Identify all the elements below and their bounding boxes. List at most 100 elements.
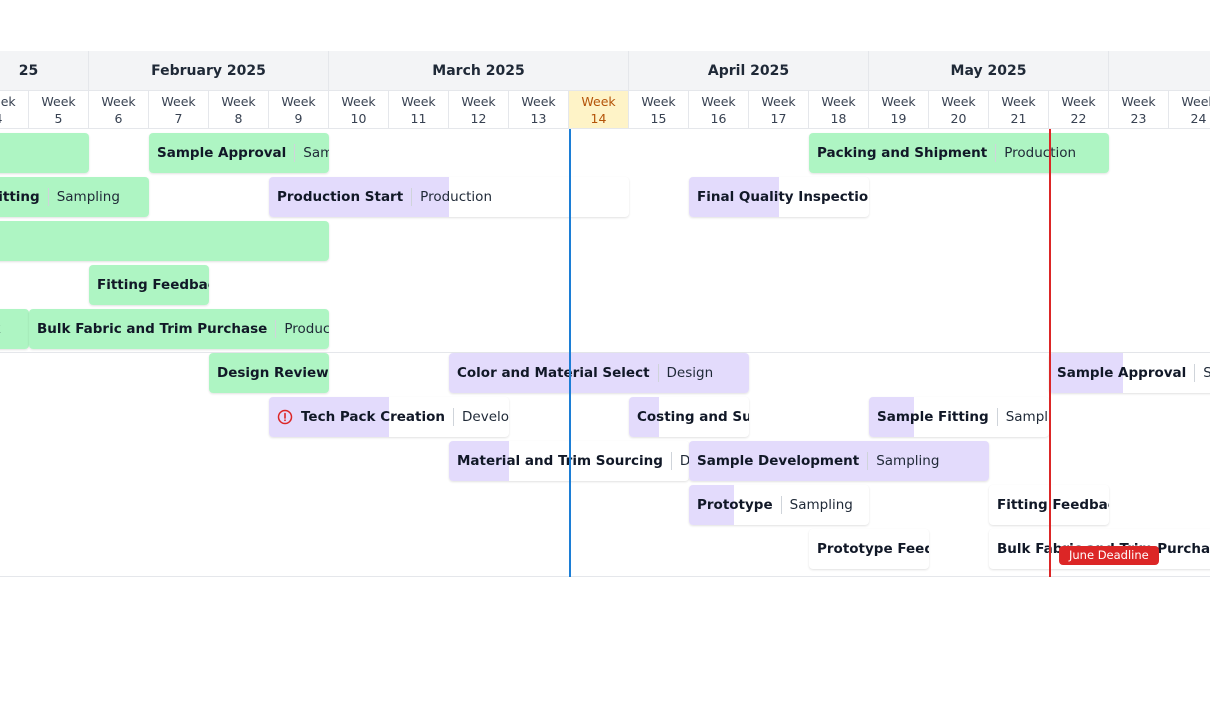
task-progress-fill: [689, 177, 779, 217]
week-header-number: 24: [1190, 110, 1207, 126]
week-header-number: 5: [54, 110, 63, 126]
week-header-number: 12: [470, 110, 487, 126]
week-header: Week24: [1169, 91, 1210, 129]
week-header: Week 10: [329, 91, 389, 129]
task-bar[interactable]: Final Quality InspectionProduction: [689, 177, 869, 217]
week-header-row: Week4Week5Week6Week7Week8Week9Week10Week…: [0, 91, 1210, 129]
task-bar[interactable]: Bulk Fabric and Trim Purchase Production: [29, 309, 329, 349]
task-progress-fill: [149, 133, 329, 173]
task-bar[interactable]: Tech Pack Creation Development: [269, 397, 509, 437]
week-header: Week 7: [149, 91, 209, 129]
lane-separator: [0, 352, 1210, 353]
week-header: Week 6: [89, 91, 149, 129]
task-title: Color and Material Select: [457, 365, 650, 381]
week-header-label: Week: [521, 93, 556, 109]
week-header: Week 8: [209, 91, 269, 129]
week-header-label: Week: [1001, 93, 1036, 109]
week-header-label: Week: [341, 93, 376, 109]
week-header-label: Week: [41, 93, 76, 109]
task-bar[interactable]: Design Review and: [209, 353, 329, 393]
week-header-label: Week: [281, 93, 316, 109]
task-title: Final Quality Inspection: [697, 189, 869, 205]
task-bar[interactable]: Sample Approval Sampling: [1049, 353, 1210, 393]
week-header-number: 17: [770, 110, 787, 126]
week-header-number: 23: [1130, 110, 1147, 126]
task-title: Design Review and: [217, 365, 329, 381]
week-header-label: Week: [461, 93, 496, 109]
week-header-number: 19: [890, 110, 907, 126]
week-header-number: 6: [114, 110, 123, 126]
task-progress-fill: [689, 441, 989, 481]
task-bar[interactable]: Sample Fitting Sampling: [869, 397, 1049, 437]
task-bar[interactable]: Sample Fitting Sampling: [0, 177, 149, 217]
task-bar[interactable]: Sample Approval Sampling: [149, 133, 329, 173]
task-bar[interactable]: Costing and Supplier: [629, 397, 749, 437]
task-category: Sampling: [780, 496, 853, 514]
month-header: [1109, 51, 1210, 91]
week-header: Week 5: [29, 91, 89, 129]
week-header: Week 13: [509, 91, 569, 129]
task-bar[interactable]: Fitting Feedback: [89, 265, 209, 305]
week-header-number: 10: [350, 110, 367, 126]
week-header-label: Week: [101, 93, 136, 109]
task-bar[interactable]: [0, 133, 89, 173]
week-header-number: 7: [174, 110, 183, 126]
task-title: Costing and Supplier: [637, 409, 749, 425]
task-progress-fill: [1049, 353, 1123, 393]
month-header: May 2025: [869, 51, 1109, 91]
task-progress-fill: [89, 265, 209, 305]
week-header-label: Week: [401, 93, 436, 109]
task-progress-fill: [29, 309, 329, 349]
week-header-number: 9: [294, 110, 303, 126]
week-header-label: Week: [0, 93, 16, 109]
week-header-number: 4: [0, 110, 2, 127]
week-header: Week 19: [869, 91, 929, 129]
week-header: Week 15: [629, 91, 689, 129]
week-header-label: Week: [161, 93, 196, 109]
month-header: February 2025: [89, 51, 329, 91]
task-category: Sampling: [1194, 364, 1210, 382]
task-bar[interactable]: Prototype Sampling: [689, 485, 869, 525]
task-progress-fill: [869, 397, 914, 437]
week-header-label: Week: [941, 93, 976, 109]
lane-separator: [0, 576, 1210, 577]
task-bar[interactable]: Prototype Feedback: [809, 529, 929, 569]
week-header: Week 12: [449, 91, 509, 129]
week-header-label: Week: [641, 93, 676, 109]
task-bar[interactable]: Sampling: [0, 221, 329, 261]
task-title: Bulk Fabric and Trim Purchase: [37, 321, 268, 337]
task-category: Design: [657, 364, 713, 382]
month-header-row: 25 February 2025 March 2025 April 2025 May 2…: [0, 51, 1210, 91]
task-category: Production: [411, 188, 492, 206]
task-title: Prototype Feedback: [817, 541, 929, 557]
task-title: Sample Development: [697, 453, 860, 469]
week-header-number: 20: [950, 110, 967, 126]
task-category: Sampling: [867, 452, 939, 470]
month-header: 25: [0, 51, 89, 91]
task-title: Sample Approval: [157, 145, 287, 161]
week-header-number: 11: [410, 110, 427, 126]
task-title: Packing and Shipment: [817, 145, 988, 161]
task-bar[interactable]: Packing and Shipment Production: [809, 133, 1109, 173]
week-header-number: 13: [530, 110, 547, 126]
week-header: Week 20: [929, 91, 989, 129]
task-bar[interactable]: Color and Material Select Design: [449, 353, 749, 393]
deadline-line: [1049, 129, 1051, 577]
week-header-number: 18: [830, 110, 847, 126]
task-title: Tech Pack Creation: [301, 409, 446, 425]
week-header-number: 16: [710, 110, 727, 126]
week-header-label: Week: [821, 93, 856, 109]
task-category: Sampling: [294, 144, 329, 162]
week-header-current: Week 14: [569, 91, 629, 129]
task-category: Production: [275, 320, 329, 338]
task-progress-fill: [689, 485, 734, 525]
month-header: April 2025: [629, 51, 869, 91]
task-progress-fill: [629, 397, 659, 437]
task-bar[interactable]: Sample Development Sampling: [689, 441, 989, 481]
task-title: Prototype: [697, 497, 773, 513]
task-progress-fill: [0, 177, 149, 217]
task-bar[interactable]: Feedback: [0, 309, 29, 349]
task-category: Development: [453, 408, 509, 426]
task-bar[interactable]: Production Start Production: [269, 177, 629, 217]
week-header-label: Week: [221, 93, 256, 109]
